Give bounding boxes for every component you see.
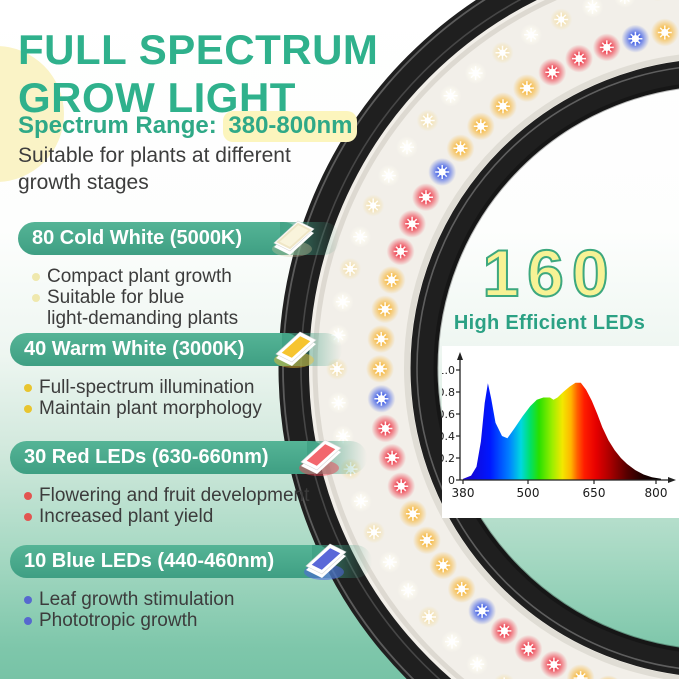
led-red xyxy=(514,634,543,663)
led-cream xyxy=(494,673,514,679)
subtitle-range-highlight: 380-800nm xyxy=(223,111,358,142)
led-blue xyxy=(621,24,650,53)
led-red xyxy=(490,616,519,645)
badge-label: 40 Warm White (3000K) xyxy=(24,338,245,360)
led-blue xyxy=(428,158,457,186)
led-section: 30 Red LEDs (630-660nm) Flowering and fru… xyxy=(10,439,367,527)
feature-list: Full-spectrum illumination Maintain plant… xyxy=(10,377,302,419)
blue-led-chip-icon xyxy=(304,543,347,580)
led-red xyxy=(539,650,568,679)
svg-text:0.4: 0.4 xyxy=(442,430,455,443)
warm-white-led-chip-icon xyxy=(274,331,317,368)
led-warm xyxy=(447,575,476,603)
title-line-1: FULL SPECTRUM xyxy=(18,26,379,73)
svg-text:1.0: 1.0 xyxy=(442,364,455,377)
bullet-dot xyxy=(24,513,32,521)
description-line-1: Suitable for plants at different xyxy=(18,144,291,167)
feature-item: Suitable for blue light-demanding plants xyxy=(32,287,300,329)
led-count-callout: 160 High Efficient LEDs xyxy=(442,236,657,335)
red-led-chip-icon xyxy=(298,439,342,476)
led-cream xyxy=(416,109,439,132)
feature-text: Compact plant growth xyxy=(47,266,232,287)
bullet-dot xyxy=(32,273,40,281)
svg-text:500: 500 xyxy=(517,486,540,500)
led-cold xyxy=(439,84,462,107)
led-section: 10 Blue LEDs (440-460nm) Leaf growth stim… xyxy=(10,543,373,631)
feature-list: Leaf growth stimulation Phototropic growt… xyxy=(10,589,332,631)
led-section: 80 Cold White (5000K) Compact plant growt… xyxy=(18,220,341,329)
feature-item: Full-spectrum illumination xyxy=(24,377,302,398)
info-column: FULL SPECTRUM GROW LIGHT Spectrum Range:… xyxy=(10,26,378,631)
led-warm xyxy=(598,675,619,679)
led-cream xyxy=(550,8,573,31)
led-cream xyxy=(418,606,440,628)
led-count: 160 xyxy=(481,236,617,310)
led-cold xyxy=(614,0,636,8)
feature-item: Phototropic growth xyxy=(24,610,332,631)
led-type-badge: 40 Warm White (3000K) xyxy=(10,331,343,368)
feature-item: Compact plant growth xyxy=(32,266,300,287)
led-type-badge: 30 Red LEDs (630-660nm) xyxy=(10,439,367,476)
badge-label: 80 Cold White (5000K) xyxy=(32,227,243,249)
led-blue xyxy=(468,596,497,625)
feature-item: Increased plant yield xyxy=(24,506,327,527)
led-cold xyxy=(581,0,604,18)
description-line-2: growth stages xyxy=(18,171,149,194)
led-cold xyxy=(441,630,463,653)
svg-text:650: 650 xyxy=(583,486,606,500)
led-red xyxy=(592,33,621,62)
led-warm xyxy=(466,112,495,141)
bullet-dot xyxy=(24,596,32,604)
feature-text: Maintain plant morphology xyxy=(39,398,262,419)
led-warm xyxy=(650,18,679,47)
description: Suitable for plants at different growth … xyxy=(18,142,291,196)
feature-list: Flowering and fruit development Increased… xyxy=(10,485,327,527)
led-cream xyxy=(653,0,663,2)
led-warm xyxy=(489,92,517,121)
feature-text: Phototropic growth xyxy=(39,610,198,631)
feature-list: Compact plant growth Suitable for blue lig… xyxy=(18,266,300,329)
led-cream xyxy=(491,41,514,64)
svg-text:0.6: 0.6 xyxy=(442,408,455,421)
svg-text:800: 800 xyxy=(645,486,668,500)
svg-text:0.2: 0.2 xyxy=(442,452,455,465)
bullet-dot xyxy=(24,617,32,625)
feature-text: Leaf growth stimulation xyxy=(39,589,235,610)
subtitle-prefix: Spectrum Range: xyxy=(18,112,224,139)
bullet-dot xyxy=(32,294,40,302)
cold-white-led-chip-icon xyxy=(272,220,315,257)
led-cold xyxy=(464,62,487,85)
led-type-badge: 80 Cold White (5000K) xyxy=(18,220,341,257)
page-title: FULL SPECTRUM GROW LIGHT xyxy=(18,26,378,122)
feature-text: Flowering and fruit development xyxy=(39,485,310,506)
feature-text: Suitable for blue light-demanding plants xyxy=(47,287,239,329)
badge-label: 10 Blue LEDs (440-460nm) xyxy=(24,550,275,572)
spectrum-range-subtitle: Spectrum Range: 380-800nm xyxy=(18,111,358,142)
led-warm xyxy=(429,551,458,580)
bullet-dot xyxy=(24,384,32,392)
led-red xyxy=(538,58,567,87)
badge-label: 30 Red LEDs (630-660nm) xyxy=(24,446,269,468)
feature-item: Maintain plant morphology xyxy=(24,398,302,419)
led-cold xyxy=(466,653,489,676)
svg-text:0.8: 0.8 xyxy=(442,386,455,399)
led-type-badge: 10 Blue LEDs (440-460nm) xyxy=(10,543,373,580)
bullet-dot xyxy=(24,405,32,413)
feature-text: Full-spectrum illumination xyxy=(39,377,255,398)
svg-text:380: 380 xyxy=(452,486,475,500)
feature-item: Leaf growth stimulation xyxy=(24,589,332,610)
led-section: 40 Warm White (3000K) Full-spectrum illum… xyxy=(10,331,343,419)
feature-item: Flowering and fruit development xyxy=(24,485,327,506)
led-warm xyxy=(512,74,541,103)
feature-text: Increased plant yield xyxy=(39,506,214,527)
led-cold xyxy=(520,23,543,46)
led-warm xyxy=(566,664,595,679)
led-warm xyxy=(446,134,475,163)
led-count-label: High Efficient LEDs xyxy=(453,312,646,334)
bullet-dot xyxy=(24,492,32,500)
led-red xyxy=(565,44,593,73)
